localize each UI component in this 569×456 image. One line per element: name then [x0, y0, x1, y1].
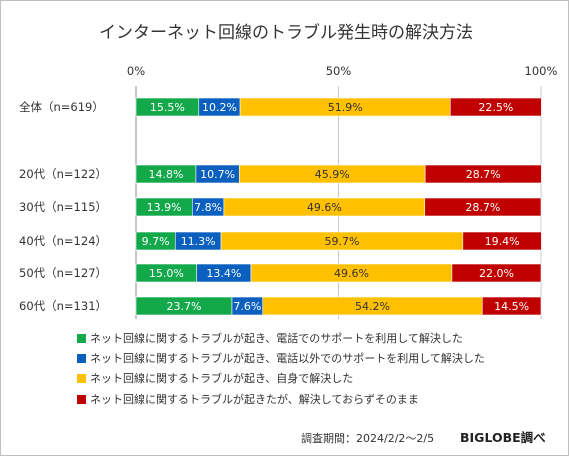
x-axis-ticks: 0% 50% 100%: [127, 64, 558, 78]
data-label: 59.7%: [324, 235, 359, 248]
brand-credit: BIGLOBE調べ: [460, 430, 546, 445]
data-label: 11.3%: [181, 235, 216, 248]
bar-segment: [424, 164, 542, 184]
data-label: 13.9%: [147, 201, 182, 214]
data-label: 51.9%: [328, 101, 363, 114]
legend-entry: ネット回線に関するトラブルが起き、自身で解決した: [90, 371, 353, 385]
survey-period: 調査期間：2024/2/2～2/5: [301, 431, 434, 445]
x-tick-label: 0%: [127, 64, 145, 78]
data-label: 45.9%: [315, 168, 350, 181]
data-label: 7.6%: [233, 300, 261, 313]
chart-title: インターネット回線のトラブル発生時の解決方法: [99, 22, 473, 43]
bar-segment: [424, 197, 542, 217]
legend-swatch: [77, 354, 86, 363]
data-label: 19.4%: [485, 235, 520, 248]
bar-segment: [481, 296, 542, 316]
category-label: 50代（n=127）: [19, 266, 107, 280]
data-label: 49.6%: [307, 201, 342, 214]
bar-segment: [462, 231, 542, 251]
data-label: 10.2%: [202, 101, 237, 114]
data-label: 28.7%: [466, 168, 501, 181]
data-label: 13.4%: [206, 267, 241, 280]
data-label: 22.5%: [478, 101, 513, 114]
data-label: 14.8%: [148, 168, 183, 181]
data-label: 14.5%: [494, 300, 529, 313]
category-label: 60代（n=131）: [19, 299, 107, 313]
x-tick-label: 100%: [525, 64, 558, 78]
legend-swatch: [77, 334, 86, 343]
legend-swatch: [77, 374, 86, 383]
data-label: 22.0%: [479, 267, 514, 280]
data-label: 15.5%: [150, 101, 185, 114]
data-label: 23.7%: [167, 300, 202, 313]
bar-segment: [451, 263, 542, 283]
legend-entry: ネット回線に関するトラブルが起き、電話でのサポートを利用して解決した: [90, 331, 463, 345]
category-label: 20代（n=122）: [19, 167, 107, 181]
data-label: 49.6%: [334, 267, 369, 280]
data-label: 54.2%: [355, 300, 390, 313]
legend-entry: ネット回線に関するトラブルが起き、電話以外でのサポートを利用して解決した: [90, 351, 485, 365]
data-label: 28.7%: [465, 201, 500, 214]
bar-segment: [449, 97, 542, 117]
legend: ネット回線に関するトラブルが起き、電話でのサポートを利用して解決したネット回線に…: [77, 331, 485, 406]
category-label: 全体（n=619）: [19, 100, 104, 114]
category-labels: 全体（n=619） 20代（n=122） 30代（n=115） 40代（n=124） 5…: [19, 100, 107, 313]
legend-entry: ネット回線に関するトラブルが起きたが、解決しておらずそのまま: [90, 392, 419, 406]
x-tick-label: 50%: [326, 64, 352, 78]
data-label: 10.7%: [200, 168, 235, 181]
data-label: 15.0%: [149, 267, 184, 280]
legend-swatch: [77, 395, 86, 404]
category-label: 30代（n=115）: [19, 200, 107, 214]
bars: 15.5% 10.2% 51.9% 22.5% 14.8% 10.7% 45.9% 28.7%…: [135, 97, 542, 316]
data-label: 9.7%: [142, 235, 170, 248]
category-label: 40代（n=124）: [19, 234, 107, 248]
data-label: 7.8%: [194, 201, 222, 214]
